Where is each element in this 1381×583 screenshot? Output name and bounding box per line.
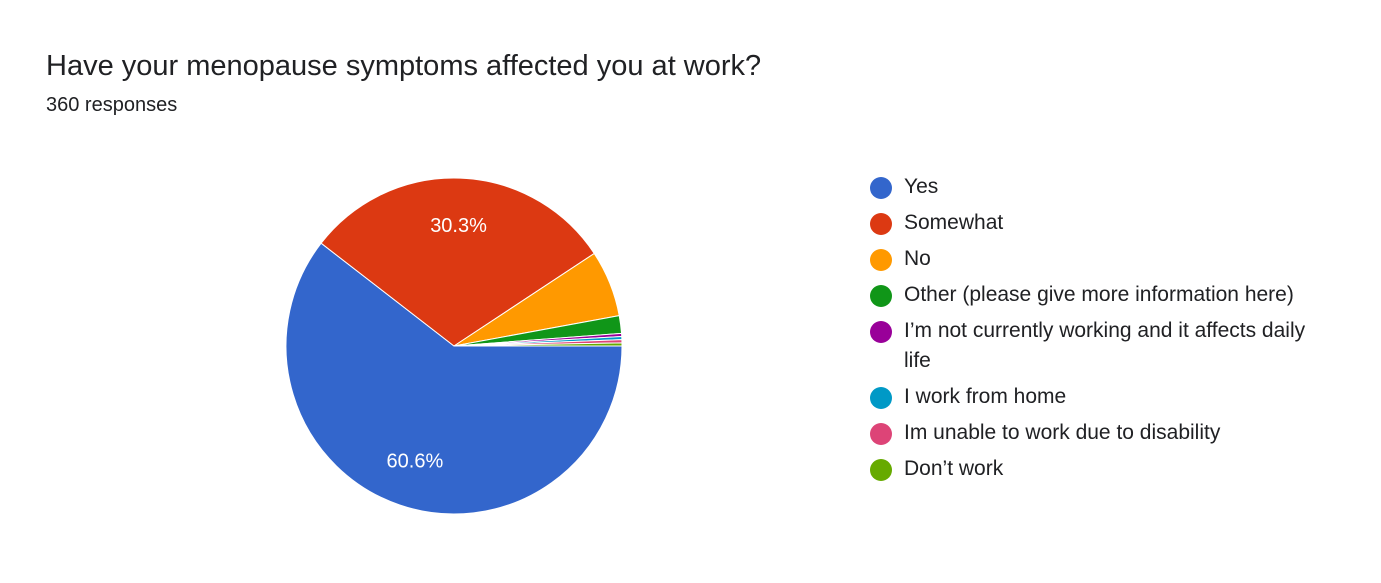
legend-swatch: [870, 249, 892, 271]
legend-label: Other (please give more information here…: [904, 283, 1294, 306]
legend-item[interactable]: Other (please give more information here…: [870, 280, 1310, 310]
slice-percent-label: 60.6%: [387, 450, 444, 472]
legend-item[interactable]: Im unable to work due to disability: [870, 418, 1310, 448]
legend-item[interactable]: Somewhat: [870, 208, 1310, 238]
legend-label: I’m not currently working and it affects…: [904, 319, 1306, 372]
legend-swatch: [870, 459, 892, 481]
response-count: 360 responses: [46, 94, 178, 116]
legend-item[interactable]: I’m not currently working and it affects…: [870, 316, 1310, 376]
pie-slice-i-work-from-home[interactable]: [453, 335, 623, 347]
chart-legend: Yes Somewhat No Other (please give more inf…: [870, 172, 1310, 490]
chart-title: Have your menopause symptoms affected yo…: [46, 50, 762, 82]
pie-slice-im-unable-to-work-due-to-disability[interactable]: [453, 339, 623, 347]
legend-item[interactable]: No: [870, 244, 1310, 274]
pie-slice-i-m-not-currently-working-and-it-affects-daily-life[interactable]: [453, 332, 623, 347]
pie-slice-don-t-work[interactable]: [453, 342, 623, 347]
legend-swatch: [870, 321, 892, 343]
legend-item[interactable]: Don’t work: [870, 454, 1310, 484]
legend-label: Yes: [904, 175, 939, 198]
legend-swatch: [870, 387, 892, 409]
pie-slice-somewhat[interactable]: [320, 177, 595, 347]
pie-slice-no[interactable]: [453, 252, 620, 347]
legend-swatch: [870, 177, 892, 199]
legend-label: Don’t work: [904, 457, 1004, 480]
slice-percent-label: 30.3%: [430, 215, 487, 237]
legend-label: I work from home: [904, 385, 1067, 408]
pie-slice-other-please-give-more-information-here[interactable]: [453, 315, 623, 347]
legend-swatch: [870, 213, 892, 235]
legend-label: Im unable to work due to disability: [904, 421, 1221, 444]
legend-swatch: [870, 285, 892, 307]
legend-label: No: [904, 247, 931, 270]
legend-item[interactable]: Yes: [870, 172, 1310, 202]
legend-swatch: [870, 423, 892, 445]
legend-item[interactable]: I work from home: [870, 382, 1310, 412]
pie-slice-yes[interactable]: [285, 242, 623, 515]
legend-label: Somewhat: [904, 211, 1004, 234]
